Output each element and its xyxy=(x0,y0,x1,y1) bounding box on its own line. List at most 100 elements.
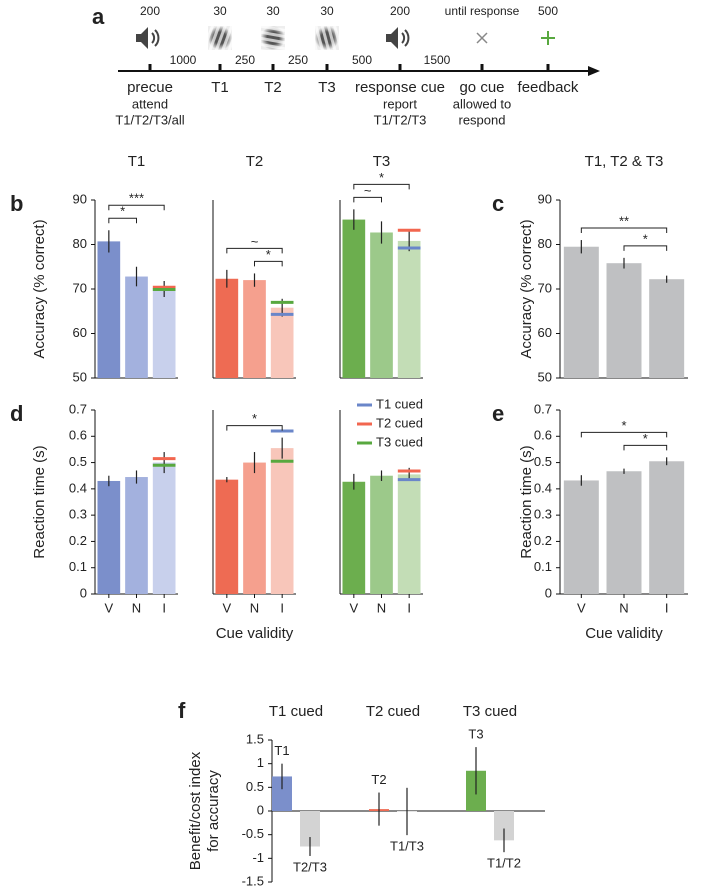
x-tick-label: V xyxy=(349,600,358,615)
y-tick-label: 70 xyxy=(538,280,552,295)
sound-icon xyxy=(386,27,410,49)
significance-label: *** xyxy=(129,191,144,206)
panel-letter: f xyxy=(178,698,186,723)
y-tick-label: 0.5 xyxy=(69,454,87,469)
significance-label: ~ xyxy=(364,183,372,198)
event-note: report xyxy=(383,96,417,111)
group-label: T3 cued xyxy=(463,703,517,720)
chart-title: T3 xyxy=(373,153,391,170)
event-name: go cue xyxy=(459,79,504,96)
bar xyxy=(243,280,266,378)
chart-title: T1, T2 & T3 xyxy=(585,153,664,170)
y-tick-label: 80 xyxy=(538,236,552,251)
bar xyxy=(342,219,366,378)
group-label: T1 cued xyxy=(269,703,323,720)
duration-label: 200 xyxy=(140,4,160,18)
y-tick-label: 60 xyxy=(73,325,87,340)
x-tick-label: N xyxy=(250,600,259,615)
interval-label: 500 xyxy=(352,53,372,67)
bar xyxy=(300,811,320,847)
significance-bracket xyxy=(254,260,283,267)
bar xyxy=(649,461,685,594)
bar xyxy=(342,481,366,594)
y-tick-label: 0.4 xyxy=(69,480,87,495)
feedback-icon xyxy=(541,31,555,45)
group-label: T2 cued xyxy=(366,703,420,720)
y-tick-label: -0.5 xyxy=(242,826,264,841)
bar xyxy=(397,474,421,594)
y-axis-label: for accuracy xyxy=(205,770,222,852)
bar xyxy=(125,477,148,594)
bar-label: T1/T2 xyxy=(487,856,521,871)
y-tick-label: 50 xyxy=(73,369,87,384)
event-name: T2 xyxy=(264,79,282,96)
bar xyxy=(494,811,514,841)
bar xyxy=(370,232,393,378)
y-tick-label: 0 xyxy=(80,585,87,600)
y-tick-label: 0.1 xyxy=(69,559,87,574)
panel-letter: d xyxy=(10,401,23,426)
x-tick-label: V xyxy=(222,600,231,615)
y-tick-label: 0.7 xyxy=(69,401,87,416)
significance-bracket xyxy=(108,204,165,211)
bar xyxy=(97,480,121,594)
significance-bracket xyxy=(108,217,137,224)
y-axis-label: Reaction time (s) xyxy=(518,445,535,558)
y-tick-label: 50 xyxy=(538,369,552,384)
y-tick-label: 90 xyxy=(538,191,552,206)
bar xyxy=(397,240,421,378)
y-axis-label: Accuracy (% correct) xyxy=(31,219,48,358)
bar xyxy=(649,279,685,378)
y-tick-label: 0.6 xyxy=(534,428,552,443)
bar xyxy=(152,289,176,378)
y-axis-label: Reaction time (s) xyxy=(31,445,48,558)
duration-label: 200 xyxy=(390,4,410,18)
event-note: respond xyxy=(459,112,506,127)
significance-label: * xyxy=(252,411,257,426)
significance-label: * xyxy=(643,231,648,246)
significance-label: * xyxy=(621,418,626,433)
legend-label: T3 cued xyxy=(376,434,423,449)
bar xyxy=(272,776,292,811)
x-tick-label: I xyxy=(162,600,166,615)
significance-bracket xyxy=(353,183,410,190)
timeline-icons xyxy=(118,26,600,76)
bar xyxy=(270,448,294,594)
y-axis-label: Accuracy (% correct) xyxy=(518,219,535,358)
y-tick-label: 0.6 xyxy=(69,428,87,443)
event-note: allowed to xyxy=(453,96,512,111)
bar-label: T2 xyxy=(371,772,386,787)
bar xyxy=(215,479,239,594)
duration-label: 30 xyxy=(320,4,334,18)
y-tick-label: 60 xyxy=(538,325,552,340)
arrow-head xyxy=(588,66,600,76)
bar-label: T3 xyxy=(468,727,483,742)
event-note: T1/T2/T3 xyxy=(374,112,427,127)
y-tick-label: 90 xyxy=(73,191,87,206)
x-tick-label: I xyxy=(665,600,669,615)
chart-title: T2 xyxy=(246,153,264,170)
significance-bracket xyxy=(580,431,668,438)
event-note: attend xyxy=(132,96,168,111)
panel-letter: c xyxy=(492,191,504,216)
y-tick-label: 0.1 xyxy=(534,559,552,574)
y-tick-label: 0.5 xyxy=(534,454,552,469)
sound-icon xyxy=(136,27,160,49)
event-name: precue xyxy=(127,79,173,96)
y-tick-label: 0 xyxy=(545,585,552,600)
significance-label: * xyxy=(120,204,125,219)
x-tick-label: N xyxy=(132,600,141,615)
bar xyxy=(243,462,266,594)
bar xyxy=(152,462,176,594)
y-tick-label: 1.5 xyxy=(246,731,264,746)
significance-label: ** xyxy=(619,213,629,228)
y-tick-label: -1 xyxy=(252,850,264,865)
x-tick-label: I xyxy=(280,600,284,615)
event-name: T1 xyxy=(211,79,229,96)
interval-label: 1000 xyxy=(170,53,197,67)
bar-label: T2/T3 xyxy=(293,859,327,874)
panel-letter: b xyxy=(10,191,23,216)
gabor-icon xyxy=(261,26,285,50)
x-tick-label: I xyxy=(407,600,411,615)
x-axis-label: Cue validity xyxy=(216,625,294,642)
